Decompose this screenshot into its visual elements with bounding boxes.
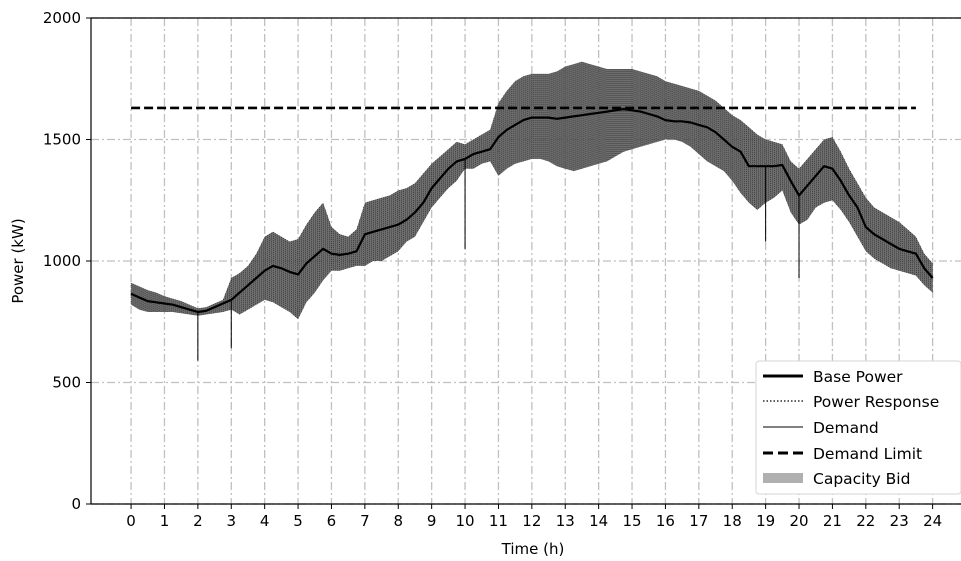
x-tick-label: 18 [723, 512, 742, 530]
x-tick-label: 15 [622, 512, 641, 530]
base-power-line [130, 107, 934, 314]
series-lines [130, 106, 934, 361]
x-tick-label: 9 [427, 512, 437, 530]
x-tick-label: 23 [890, 512, 909, 530]
y-tick-label: 1500 [43, 131, 81, 149]
x-tick-label: 14 [589, 512, 608, 530]
legend-label-demand-limit: Demand Limit [813, 445, 922, 463]
x-tick-label: 13 [556, 512, 575, 530]
x-tick-label: 3 [226, 512, 236, 530]
x-tick-label: 7 [360, 512, 370, 530]
x-tick-label: 5 [293, 512, 303, 530]
y-tick-label: 1000 [43, 252, 81, 270]
x-tick-label: 2 [193, 512, 203, 530]
legend-box [755, 360, 961, 495]
x-tick-label: 11 [489, 512, 508, 530]
x-tick-label: 16 [656, 512, 675, 530]
x-tick-label: 22 [856, 512, 875, 530]
tick-labels: 0 1 2 3 4 5 6 7 8 9 10 11 12 13 14 15 16 17 18 19 20 21 22 23 24… [43, 9, 942, 530]
x-tick-label: 12 [522, 512, 541, 530]
x-tick-label: 10 [456, 512, 475, 530]
legend-label-demand: Demand [813, 419, 879, 437]
x-tick-label: 21 [823, 512, 842, 530]
y-tick-label: 0 [71, 495, 81, 513]
x-tick-label: 24 [923, 512, 942, 530]
x-tick-label: 1 [160, 512, 170, 530]
legend-label-capacity-bid: Capacity Bid [813, 470, 910, 488]
y-tick-label: 2000 [43, 9, 81, 27]
x-tick-label: 17 [689, 512, 708, 530]
legend-swatch-capacity-bid [763, 473, 803, 483]
x-tick-label: 6 [327, 512, 337, 530]
x-tick-label: 20 [789, 512, 808, 530]
x-axis-title: Time (h) [501, 540, 565, 558]
x-tick-label: 0 [126, 512, 136, 530]
x-tick-label: 19 [756, 512, 775, 530]
y-axis-title: Power (kW) [9, 218, 27, 303]
x-tick-label: 8 [393, 512, 403, 530]
legend: Base Power Power Response Demand Demand … [755, 360, 961, 495]
x-tick-label: 4 [260, 512, 270, 530]
y-tick-label: 500 [52, 374, 81, 392]
legend-label-base-power: Base Power [813, 368, 903, 386]
legend-label-power-response: Power Response [813, 393, 939, 411]
capacity-bid-band [130, 61, 933, 320]
